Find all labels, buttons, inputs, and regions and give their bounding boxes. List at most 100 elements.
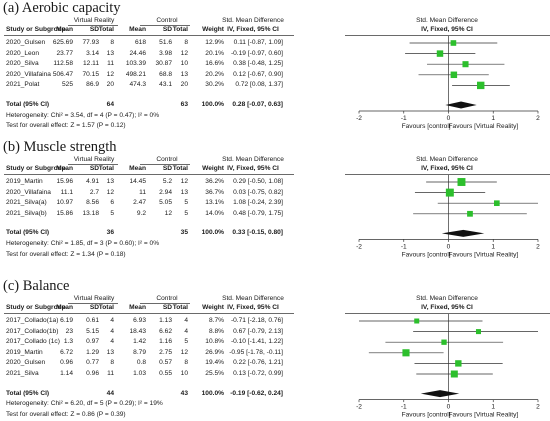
overall-effect-text: Test for overall effect: Z = 0.86 (P = 0… [6, 410, 126, 418]
control-mean: 11 [139, 188, 146, 196]
study-ci: 0.12 [-0.67, 0.90] [233, 70, 283, 78]
x-tick-label: 2 [536, 115, 540, 122]
study-point-marker [414, 318, 420, 324]
favours-left-label: Favours [control] [402, 123, 451, 130]
study-weight: 30.2% [205, 81, 224, 89]
column-header-mean: Mean [129, 304, 146, 311]
control-mean: 9.2 [136, 209, 146, 217]
group-header-control: Control [156, 17, 178, 24]
x-tick-label: 0 [447, 115, 451, 122]
group-header-vr: Virtual Reality [73, 295, 115, 302]
total-weight: 100.0% [201, 389, 224, 397]
vr-total: 5 [110, 209, 114, 217]
column-header-total: Total [172, 26, 188, 33]
favours-right-label: Favours [Virtual Reality] [449, 412, 519, 419]
vr-sd: 2.7 [89, 188, 99, 196]
control-mean: 474.3 [129, 81, 146, 89]
forest-plot-area: -2 -1 0 1 2 Favours [control]Favours [Virtual… [356, 314, 540, 419]
study-point-marker [475, 329, 481, 335]
x-tick-label: 1 [491, 404, 495, 411]
column-header-total: Total [98, 165, 114, 172]
column-header-sd: SD [162, 26, 172, 33]
study-name: 2020_Villafaina [6, 70, 51, 78]
effect-header-right: Std. Mean Difference [416, 17, 478, 24]
column-header-sd: SD [89, 304, 99, 311]
control-mean: 8.79 [133, 348, 146, 356]
vr-sd: 3.14 [86, 49, 99, 57]
study-ci: 0.48 [-0.79, 1.75] [233, 209, 283, 217]
vr-mean: 1.3 [63, 338, 73, 346]
x-tick-label: -2 [356, 404, 362, 411]
total-control-n: 43 [180, 389, 188, 397]
column-header-ci: IV, Fixed, 95% CI [227, 165, 279, 172]
control-mean: 2.47 [133, 199, 146, 207]
x-tick-label: 2 [536, 404, 540, 411]
vr-sd: 13.18 [82, 209, 99, 217]
study-ci: 1.08 [-0.24, 2.39] [233, 199, 283, 207]
control-header-rule [140, 303, 190, 304]
plot-header-method: IV, Fixed, 95% CI [421, 26, 473, 33]
group-header-control: Control [156, 295, 178, 302]
study-weight: 16.6% [205, 60, 224, 68]
study-weight: 8.7% [208, 317, 224, 324]
study-name: 2017_Collado(1a) [6, 317, 59, 324]
column-header-ci: IV, Fixed, 95% CI [227, 26, 279, 33]
vr-total: 4 [110, 338, 114, 346]
control-mean: 1.03 [133, 370, 146, 377]
vr-mean: 15.86 [56, 209, 73, 217]
forest-panel-1: (a) Aerobic capacity Virtual Reality Contr… [0, 0, 550, 137]
column-header-mean: Mean [56, 26, 73, 33]
plot-header-method: IV, Fixed, 95% CI [421, 165, 473, 172]
vr-mean: 112.58 [53, 60, 73, 68]
control-total: 12 [180, 178, 188, 185]
column-header-total: Total [98, 304, 114, 311]
table-header-rule [4, 313, 294, 314]
control-total: 10 [180, 60, 188, 68]
study-name: 2020_Silva [6, 60, 39, 68]
effect-header-left: Std. Mean Difference [222, 295, 284, 302]
total-label: Total (95% CI) [6, 101, 50, 108]
control-mean: 1.42 [133, 338, 146, 346]
vr-total: 13 [106, 178, 114, 185]
study-weight: 12.9% [205, 39, 224, 46]
control-mean: 0.8 [136, 359, 146, 367]
total-ci: 0.33 [-0.15, 0.80] [232, 229, 283, 237]
total-label: Total (95% CI) [6, 229, 50, 237]
study-point-marker [450, 40, 457, 46]
study-ci: 0.11 [-0.87, 1.09] [233, 39, 283, 46]
pooled-diamond [445, 101, 477, 109]
study-point-marker [402, 349, 410, 357]
control-sd: 2.75 [159, 348, 172, 356]
column-header-study: Study or Subgroup [6, 304, 66, 311]
vr-mean: 15.96 [56, 178, 73, 185]
plot-header-method: IV, Fixed, 95% CI [421, 304, 473, 311]
study-name: 2021_Silva(b) [6, 209, 47, 217]
control-total: 5 [184, 199, 188, 207]
vr-header-rule [68, 303, 118, 304]
control-sd: 0.55 [159, 370, 172, 377]
vr-mean: 11.1 [60, 188, 73, 196]
study-name: 2017_Collado (1c) [6, 338, 60, 346]
column-header-sd: SD [162, 304, 172, 311]
total-ci: -0.19 [-0.62, 0.24] [230, 389, 283, 397]
control-header-rule [140, 164, 190, 165]
vr-sd: 4.91 [86, 178, 99, 185]
vr-mean: 23.77 [56, 49, 73, 57]
column-header-mean: Mean [129, 165, 146, 172]
panel-title: (b) Muscle strength [3, 139, 117, 155]
group-header-vr: Virtual Reality [73, 17, 115, 24]
x-tick-label: -2 [356, 243, 362, 250]
study-ci: 0.13 [-0.72, 0.99] [233, 370, 283, 377]
vr-mean: 23 [65, 327, 73, 335]
vr-sd: 12.11 [82, 60, 99, 68]
vr-mean: 525 [61, 81, 73, 89]
study-point-marker [467, 210, 473, 217]
study-ci: -0.71 [-2.18, 0.76] [230, 317, 283, 324]
control-total: 4 [184, 317, 188, 324]
effect-header-left: Std. Mean Difference [222, 156, 284, 163]
vr-sd: 70.15 [82, 70, 99, 78]
study-weight: 14.0% [205, 209, 224, 217]
study-weight: 36.7% [205, 188, 224, 196]
effect-header-left: Std. Mean Difference [222, 17, 284, 24]
vr-sd: 8.56 [86, 199, 99, 207]
